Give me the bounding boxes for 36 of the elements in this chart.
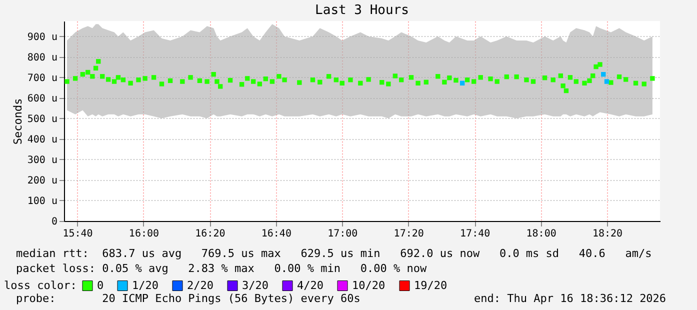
legend-label: 3/20 — [242, 278, 268, 292]
text: probe: 20 ICMP Echo Pings (56 Bytes) every 60s — [16, 292, 360, 305]
x-tick-label: 17:40 — [460, 228, 490, 240]
y-tick-label: 0 — [51, 216, 58, 228]
point — [460, 80, 465, 86]
x-tick-label: 16:00 — [128, 228, 160, 240]
text: median rtt: 683.7 us avg 769.5 us max 629.5 us min 692.0 us now 0.0 ms sd 40.6 am/s — [16, 247, 652, 260]
y-tick-label: 700 u — [27, 72, 58, 84]
y-tick-label: 200 u — [27, 175, 58, 186]
x-tick-label: 17:00 — [328, 228, 358, 240]
point — [604, 79, 610, 84]
legend-label: 0 — [97, 278, 104, 292]
legend-label: 2/20 — [187, 278, 214, 292]
legend-label: 19/20 — [414, 278, 448, 292]
x-tick-label: 17:20 — [394, 228, 424, 240]
y-tick-label: 800 u — [27, 52, 58, 64]
x-tick-label: 16:40 — [261, 228, 292, 240]
text: packet loss: 0.05 % avg 2.83 % max 0.00 % min 0.00 % now — [16, 262, 427, 275]
text: end: Thu Apr 16 18:36:12 2026 — [474, 292, 666, 305]
chart-title: Last 3 Hours — [315, 3, 409, 18]
y-tick-label: 500 u — [27, 114, 58, 125]
x-tick-label: 15:40 — [62, 228, 93, 240]
legend-title: loss color: — [4, 279, 77, 292]
x-tick-label: 18:00 — [526, 228, 556, 240]
legend-label: 4/20 — [297, 278, 324, 292]
y-tick-label: 400 u — [27, 134, 58, 146]
y-tick-label: 300 u — [27, 154, 58, 166]
legend-label: 10/20 — [352, 278, 386, 292]
legend-label: 1/20 — [132, 278, 158, 292]
y-tick-label: 100 u — [27, 196, 58, 207]
y-tick-label: 900 u — [27, 32, 58, 43]
x-tick-label: 16:20 — [195, 228, 226, 240]
y-axis-title: Seconds — [11, 98, 24, 145]
point — [601, 72, 606, 77]
x-tick-label: 18:20 — [592, 228, 623, 240]
y-tick-label: 600 u — [27, 93, 58, 104]
